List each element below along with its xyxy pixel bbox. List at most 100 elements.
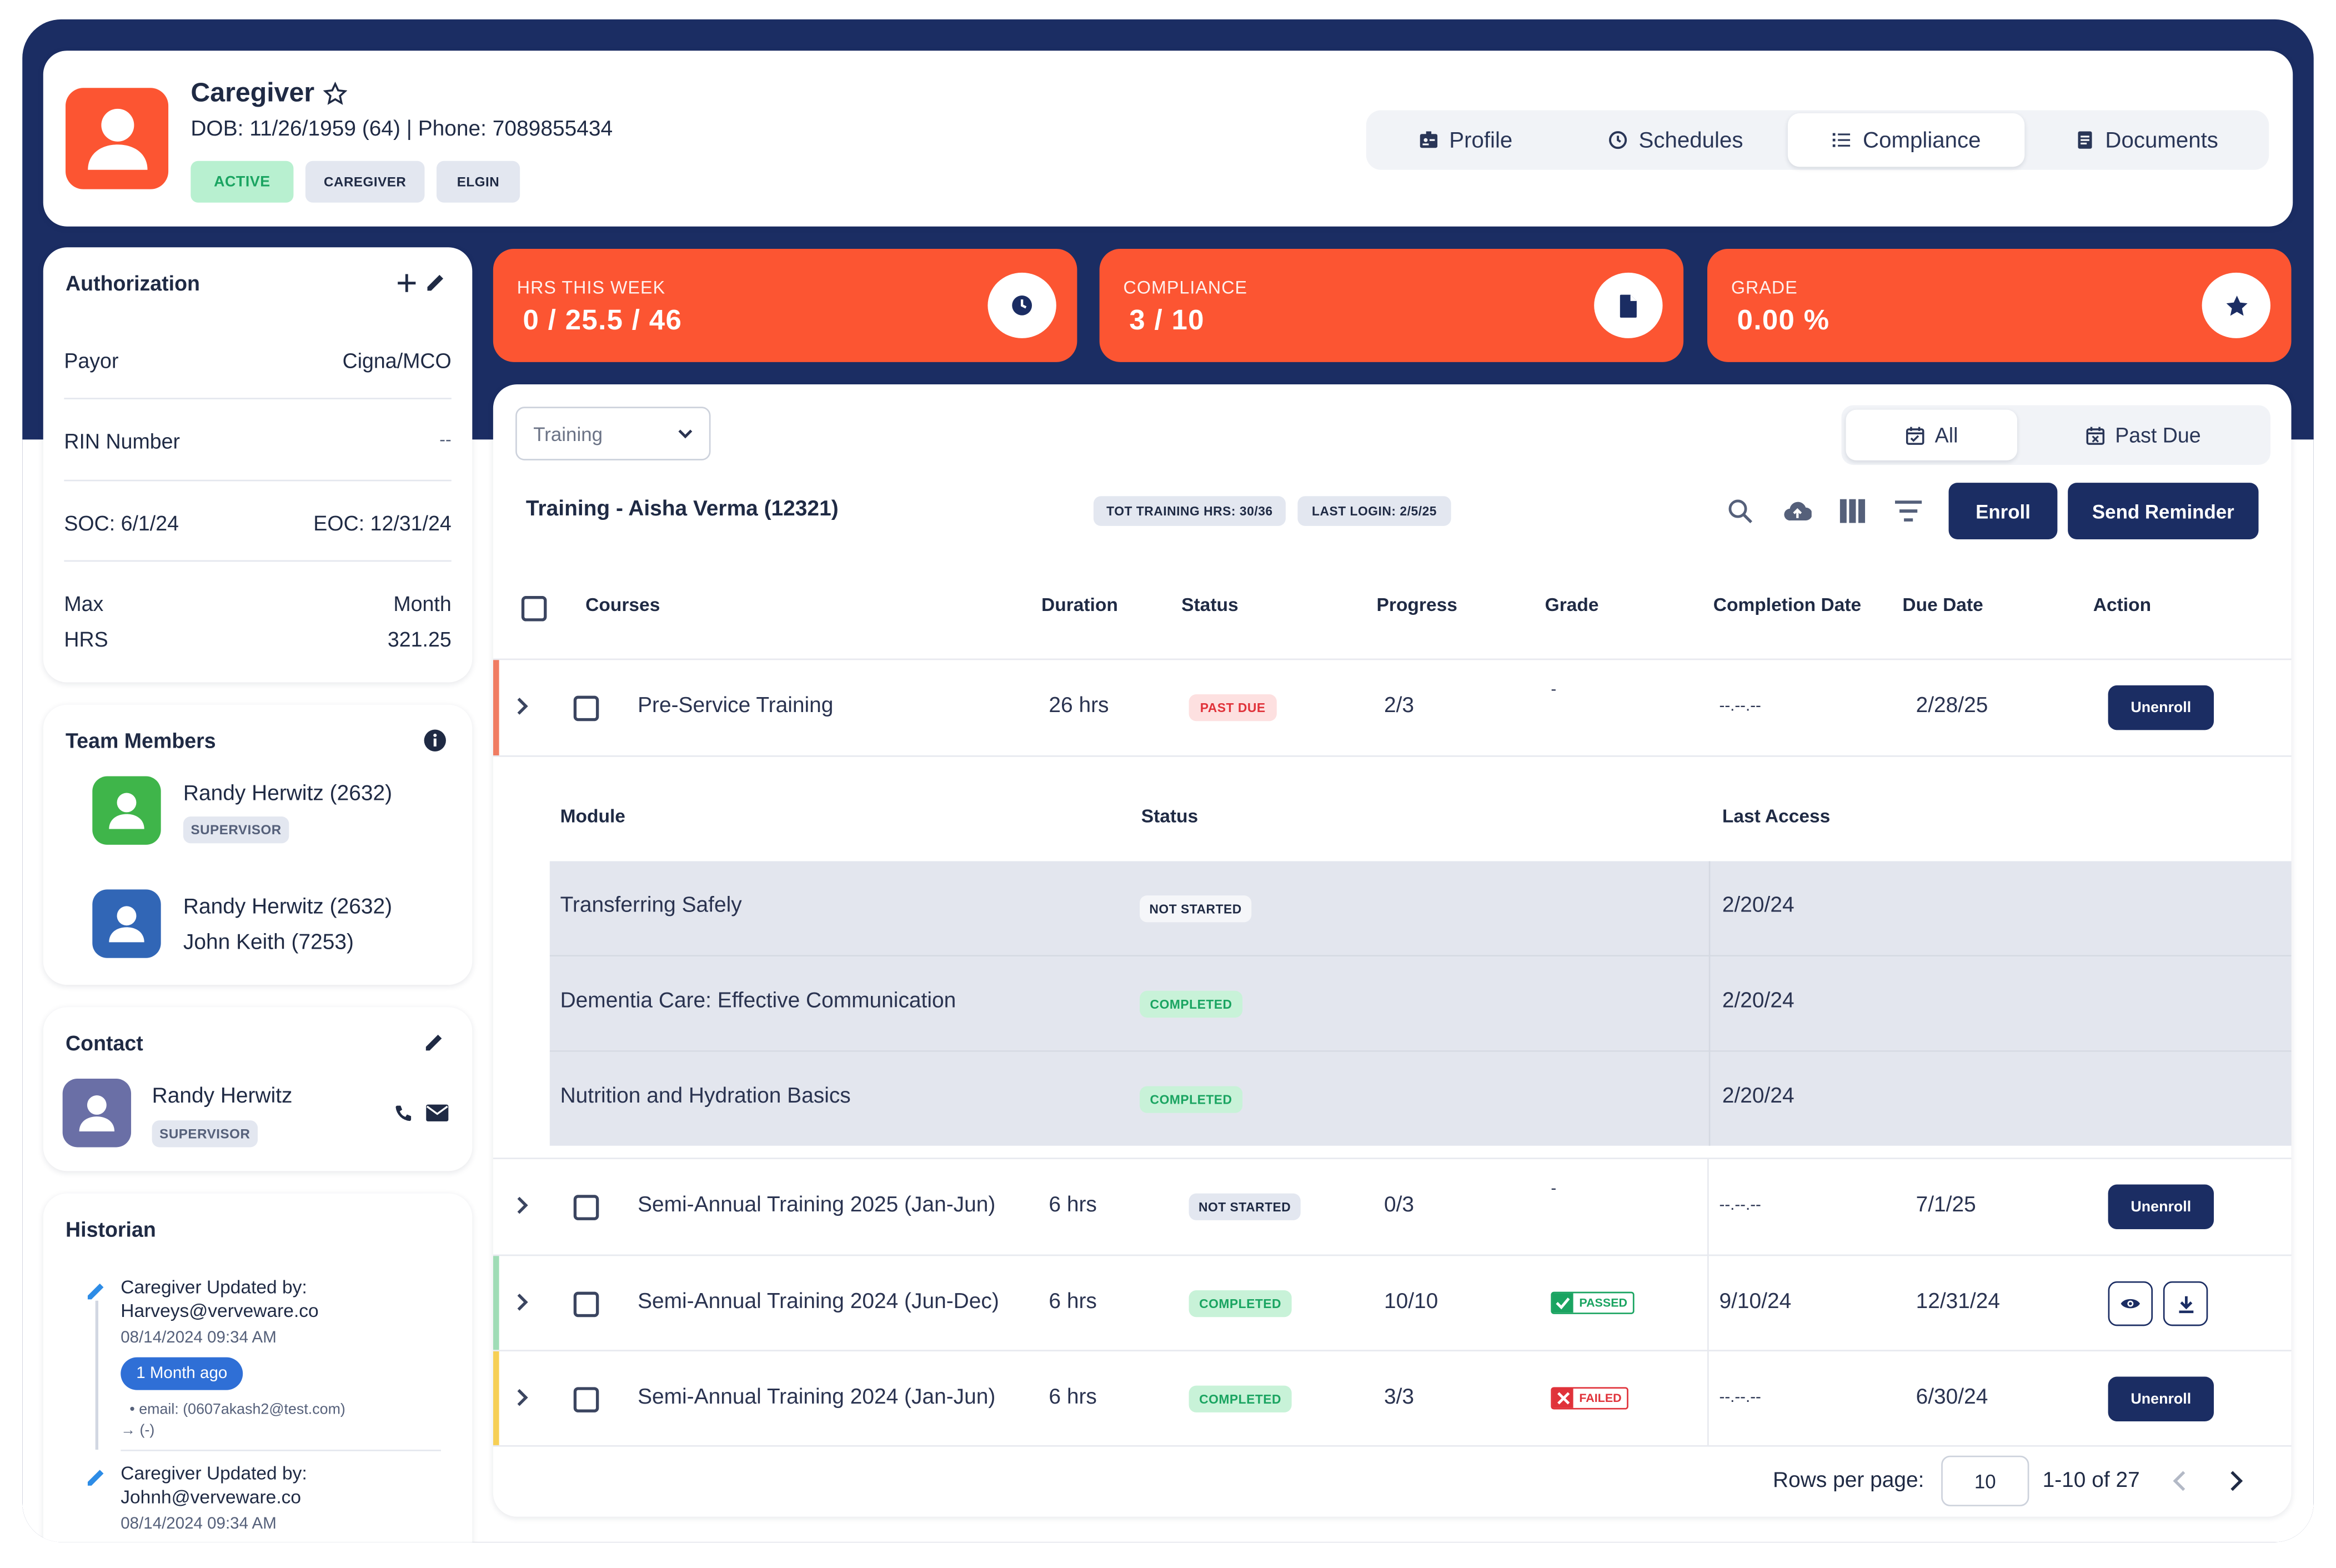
completion-date: --.--.--: [1719, 1388, 1761, 1407]
row-checkbox[interactable]: [573, 1291, 599, 1317]
due-date: 2/28/25: [1916, 694, 1988, 718]
tab-profile[interactable]: Profile: [1366, 113, 1565, 167]
stat-label: COMPLIANCE: [1123, 277, 1248, 298]
unenroll-button[interactable]: Unenroll: [2108, 685, 2214, 730]
history-title: Caregiver Updated by:: [121, 1463, 307, 1484]
filter-segment: All Past Due: [1841, 405, 2270, 465]
chevron-right-icon[interactable]: [2229, 1471, 2244, 1492]
profile-info: DOB: 11/26/1959 (64) | Phone: 7089855434: [191, 117, 613, 142]
x-icon: [1552, 1388, 1573, 1408]
hrs-this-week-card: HRS THIS WEEK 0 / 25.5 / 46: [493, 248, 1077, 362]
row-checkbox[interactable]: [573, 1195, 599, 1220]
status-badge: COMPLETED: [1140, 1086, 1243, 1113]
column-header: Courses: [585, 594, 660, 615]
due-date: 6/30/24: [1916, 1385, 1988, 1410]
add-icon[interactable]: [397, 273, 418, 294]
grade-badge: PASSED: [1551, 1291, 1635, 1314]
history-user: Harveys@verveware.co: [121, 1300, 319, 1322]
tab-documents[interactable]: Documents: [2029, 113, 2264, 167]
chevron-right-icon[interactable]: [514, 1196, 532, 1214]
completion-date: 9/10/24: [1719, 1290, 1792, 1314]
compliance-card: COMPLIANCE 3 / 10: [1099, 248, 1684, 362]
star-outline-icon[interactable]: [323, 81, 348, 105]
app-frame: Caregiver DOB: 11/26/1959 (64) | Phone: …: [22, 19, 2314, 1542]
avatar: [92, 889, 161, 958]
unenroll-button[interactable]: Unenroll: [2108, 1184, 2214, 1229]
rin-value: --: [439, 429, 452, 450]
stat-label: HRS THIS WEEK: [517, 277, 666, 298]
status-badge: NOT STARTED: [1189, 1193, 1301, 1220]
tab-compliance[interactable]: Compliance: [1787, 113, 2025, 167]
columns-icon[interactable]: [1839, 499, 1866, 523]
chevron-right-icon[interactable]: [514, 1389, 532, 1406]
progress: 2/3: [1383, 694, 1415, 718]
training-title: Training - Aisha Verma (12321): [525, 497, 839, 522]
eoc-date: EOC: 12/31/24: [313, 511, 452, 535]
info-icon[interactable]: [423, 729, 447, 753]
tab-schedules[interactable]: Schedules: [1567, 113, 1783, 167]
max-label: Max: [64, 591, 104, 615]
column-header: Duration: [1041, 594, 1118, 615]
column-header: Grade: [1545, 594, 1599, 615]
view-button[interactable]: [2108, 1281, 2153, 1326]
segment-all[interactable]: All: [1846, 409, 2017, 460]
edit-icon[interactable]: [424, 271, 447, 293]
segment-past-due[interactable]: Past Due: [2020, 410, 2266, 460]
row-checkbox[interactable]: [573, 1387, 599, 1412]
user-icon: [87, 108, 147, 170]
status-badge: COMPLETED: [1189, 1290, 1292, 1317]
rin-label: RIN Number: [64, 429, 181, 453]
edit-icon[interactable]: [423, 1031, 445, 1053]
due-date: 7/1/25: [1916, 1193, 1976, 1218]
cloud-upload-icon[interactable]: [1783, 499, 1812, 523]
column-header: Completion Date: [1713, 594, 1862, 615]
grade-badge: FAILED: [1551, 1387, 1630, 1410]
chevron-right-icon[interactable]: [514, 697, 532, 715]
section-title: Team Members: [66, 728, 216, 753]
phone-icon[interactable]: [393, 1104, 413, 1124]
chevron-right-icon[interactable]: [514, 1293, 532, 1311]
last-access: 2/20/24: [1722, 894, 1794, 918]
module-row: Dementia Care: Effective Communication C…: [549, 956, 2292, 1051]
calendar-check-icon: [1906, 426, 1924, 444]
month-hours-value: 321.25: [387, 627, 452, 652]
search-icon[interactable]: [1727, 498, 1753, 524]
chevron-left-icon[interactable]: [2172, 1471, 2187, 1492]
enroll-button[interactable]: Enroll: [1948, 483, 2058, 540]
clock-icon: [1608, 131, 1627, 149]
download-button[interactable]: [2163, 1281, 2208, 1326]
status-badge: NOT STARTED: [1140, 895, 1252, 923]
history-detail-change: → (-): [121, 1422, 155, 1440]
location-badge: ELGIN: [436, 161, 520, 203]
training-filter-select[interactable]: Training: [515, 407, 711, 460]
column-header: Last Access: [1722, 806, 1831, 827]
send-reminder-button[interactable]: Send Reminder: [2068, 483, 2259, 540]
contact-card: Contact Randy Herwitz SUPERVISOR: [43, 1007, 473, 1171]
rows-per-page-select[interactable]: 10: [1941, 1455, 2029, 1506]
module-name: Dementia Care: Effective Communication: [560, 989, 956, 1014]
historian-card: Historian Caregiver Updated by: Harveys@v…: [43, 1193, 473, 1542]
course-name: Semi-Annual Training 2025 (Jan-Jun): [638, 1193, 996, 1218]
filter-icon[interactable]: [1895, 500, 1922, 522]
table-row: Pre-Service Training 26 hrs PAST DUE 2/3…: [493, 660, 2292, 755]
section-title: Authorization: [66, 271, 200, 295]
stat-label: GRADE: [1731, 277, 1798, 298]
grade: -: [1551, 680, 1557, 699]
module-subtable: Module Status Last Access Transferring S…: [493, 757, 2292, 1159]
page-range: 1-10 of 27: [2042, 1469, 2140, 1493]
section-title: Contact: [66, 1031, 143, 1055]
chevron-down-icon: [678, 429, 693, 439]
progress: 0/3: [1383, 1193, 1415, 1218]
course-name: Pre-Service Training: [638, 694, 834, 718]
email-icon[interactable]: [426, 1104, 449, 1122]
row-checkbox[interactable]: [573, 695, 599, 722]
contact-name: Randy Herwitz: [152, 1084, 293, 1109]
training-panel: Training All Past Due Training - Aisha V…: [493, 384, 2292, 1517]
profile-name: Caregiver: [191, 77, 315, 108]
select-all-checkbox[interactable]: [521, 595, 547, 622]
progress: 10/10: [1383, 1290, 1438, 1314]
calendar-x-icon: [2086, 426, 2104, 444]
module-name: Transferring Safely: [560, 894, 742, 918]
unenroll-button[interactable]: Unenroll: [2108, 1376, 2214, 1422]
column-header: Module: [560, 806, 625, 827]
